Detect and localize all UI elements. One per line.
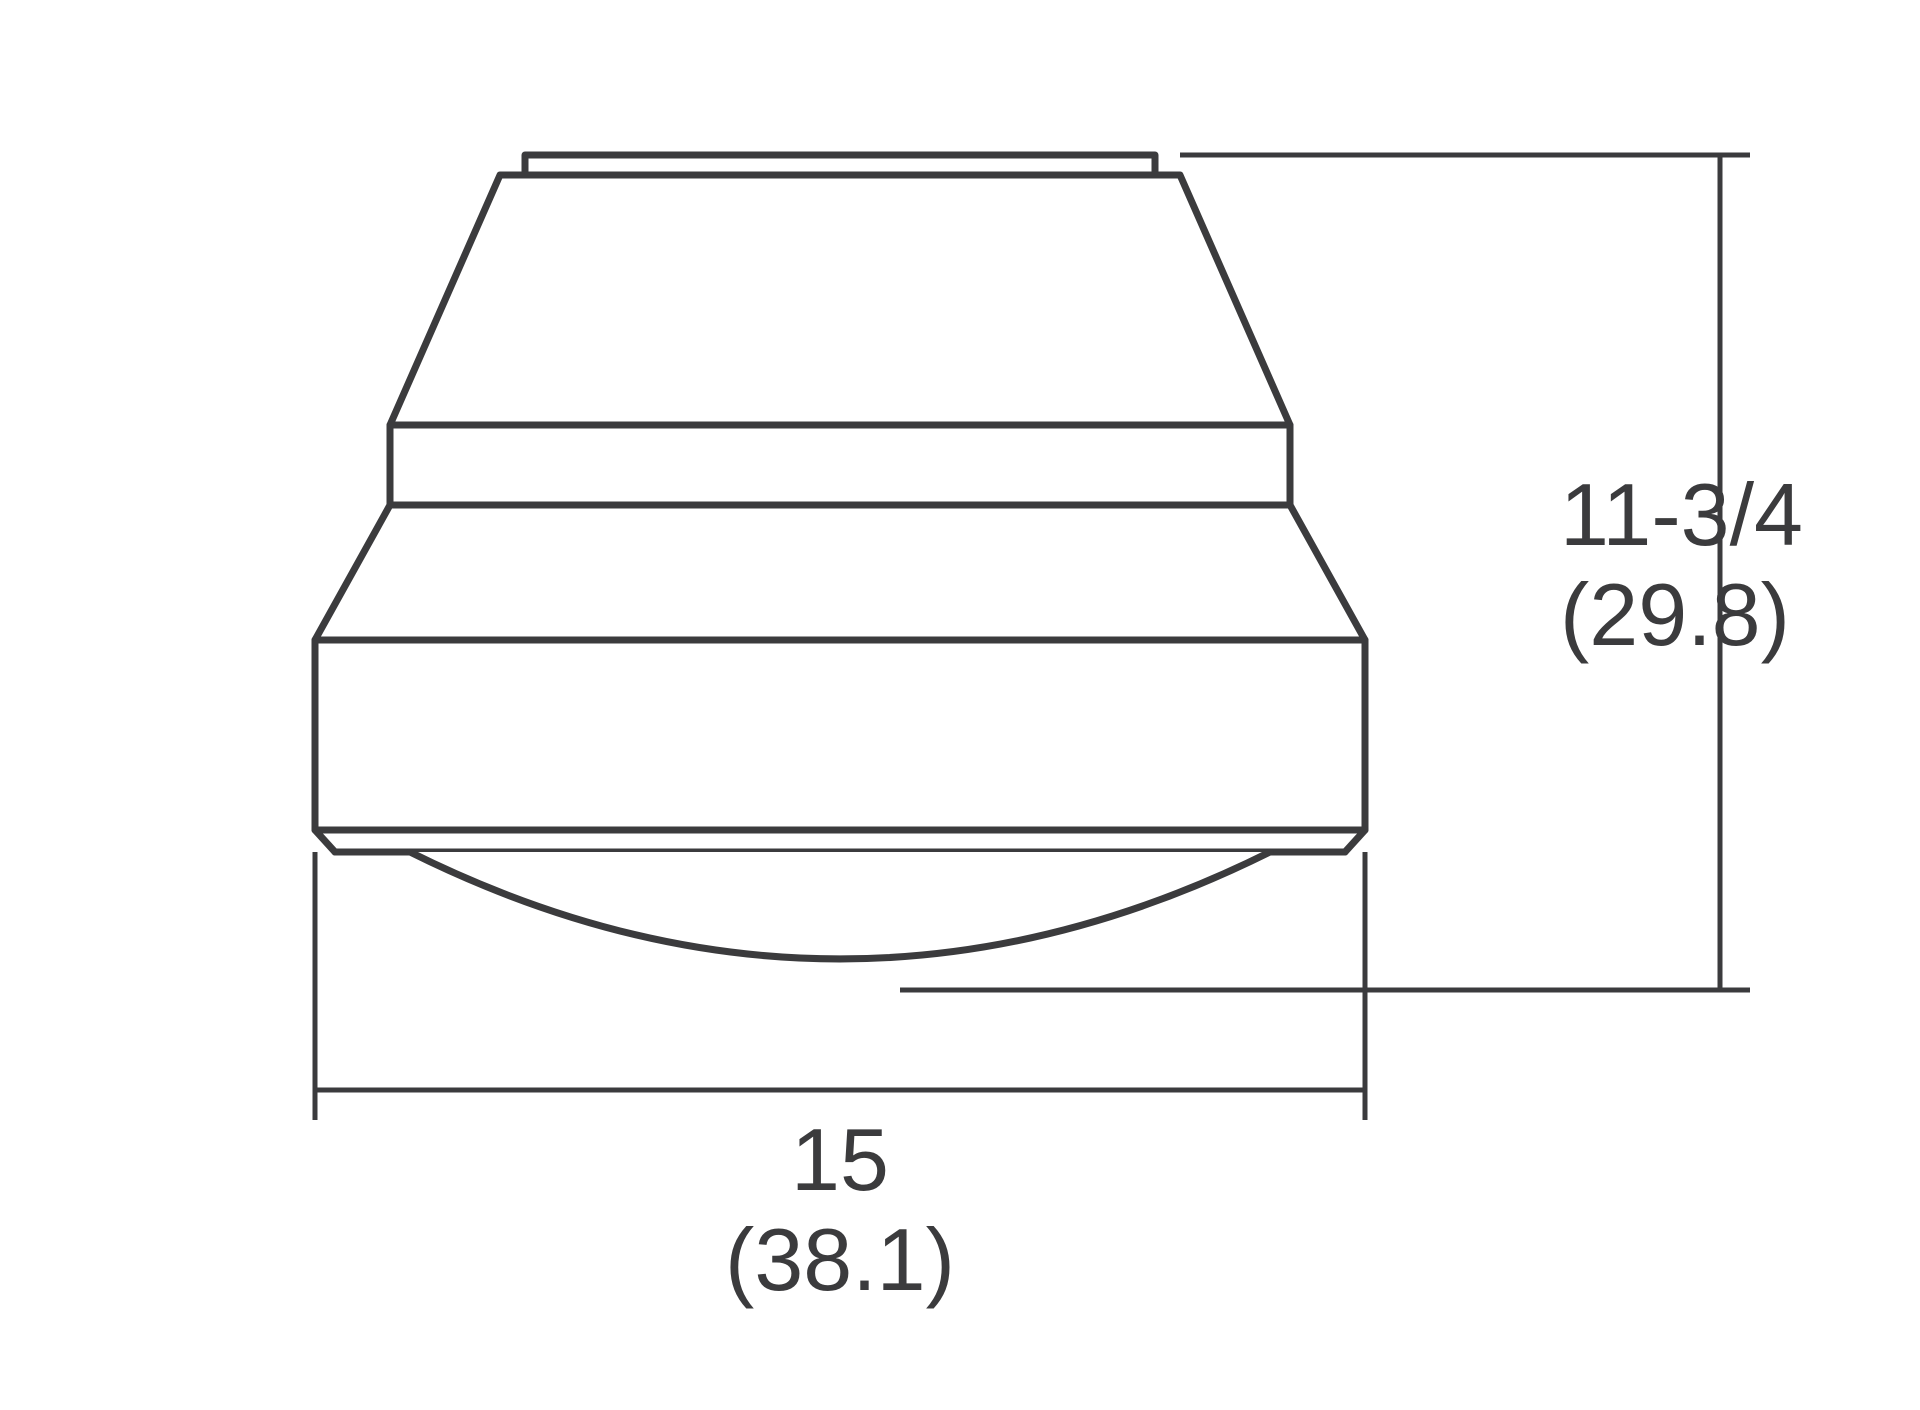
width-dim-primary: 15 bbox=[791, 1110, 889, 1209]
height-dim-secondary: (29.8) bbox=[1560, 565, 1790, 664]
width-dim-secondary: (38.1) bbox=[725, 1210, 955, 1309]
height-dim-primary: 11-3/4 bbox=[1560, 465, 1803, 564]
